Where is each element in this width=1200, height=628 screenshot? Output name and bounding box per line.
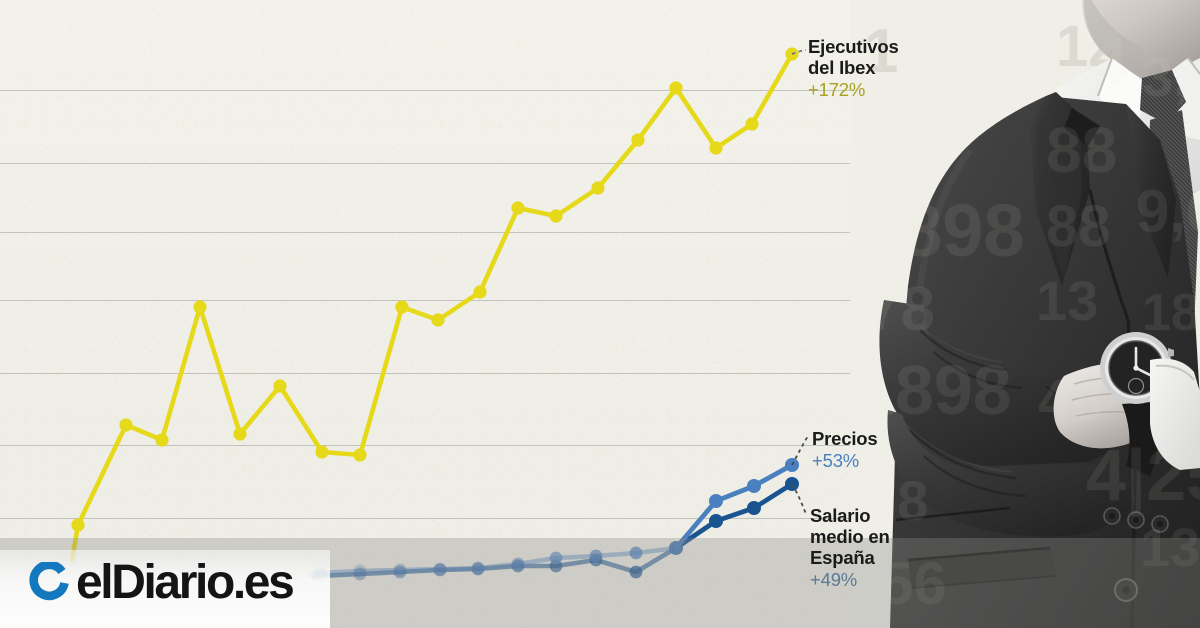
executive-photo-illustration: 1 12 4 [850,0,1200,628]
svg-text:1: 1 [864,17,898,86]
lapel-right [1126,104,1176,278]
series-label-salario-medio: Salario medio en España +49% [810,505,890,592]
series-points-ibex [71,47,799,532]
series-precios [307,435,809,580]
svg-text:3,6: 3,6 [1142,45,1200,108]
leader-line-ibex [791,49,807,55]
svg-text:1898: 1898 [860,189,1025,272]
svg-text:48: 48 [1038,368,1103,433]
series-line-salario-highlight [673,481,795,551]
svg-text:13: 13 [1036,269,1098,332]
leader-line-precios [791,435,809,466]
svg-text:56: 56 [880,550,947,617]
svg-text:4|25: 4|25 [1086,436,1200,516]
series-label-pct: +53% [812,450,860,472]
jacket-button [1114,578,1138,602]
gridline [0,373,1200,374]
svg-text:18: 18 [1142,284,1200,342]
series-points-salario [313,477,799,583]
svg-text:14: 14 [1050,23,1128,101]
logo-word-main: elDiario [76,556,235,609]
executive-photo: 1 12 4 [850,0,1200,628]
series-label-name: Precios [812,428,878,449]
eldiario-logo[interactable]: elDiario.es [28,556,295,609]
series-label-ejecutivos-del-ibex: Ejecutivos del Ibex +172% [808,36,899,102]
shirt-cuff [1150,358,1200,470]
watch-strap [1122,402,1158,476]
svg-text:13: 13 [1140,518,1200,578]
gridline [0,445,1200,446]
series-label-pct: +49% [810,569,858,591]
gridline [0,518,1200,519]
gridline [0,232,1200,233]
svg-text:1898: 1898 [856,351,1012,429]
series-ejecutivos-del-ibex [69,47,807,563]
series-label-precios: Precios +53% [812,428,878,473]
svg-text:78: 78 [866,275,935,344]
series-line-ibex [69,51,795,563]
gridline [0,90,1200,91]
eldiario-logo-mark-icon [28,560,70,604]
sleeve-buttons [1103,507,1169,533]
series-label-name: Salario medio en España [810,505,890,569]
ghost-ticker-numbers-overlay: 98 14 56 88 3,6 1898 88 9,6 78 13 18 189… [856,23,1200,617]
svg-text:78: 78 [866,469,928,532]
svg-text:88: 88 [1046,194,1111,259]
logo-word-domain: .es [232,556,295,609]
svg-text:98: 98 [870,36,943,110]
neck [1082,0,1200,84]
jacket-closure-seam [1088,189,1138,628]
svg-text:9,6: 9,6 [1136,178,1200,245]
gridline [0,300,1200,301]
svg-text:88: 88 [1046,114,1117,186]
eldiario-logo-text: elDiario.es [76,556,295,609]
gridline [0,163,1200,164]
leader-line-salario [791,483,807,515]
series-label-name: Ejecutivos del Ibex [808,36,899,79]
tie-knot [1140,70,1186,124]
svg-text:56: 56 [876,110,943,177]
series-line-precios-highlight [673,462,795,551]
suit-sleeve-lower [887,410,1135,537]
series-label-pct: +172% [808,79,866,101]
